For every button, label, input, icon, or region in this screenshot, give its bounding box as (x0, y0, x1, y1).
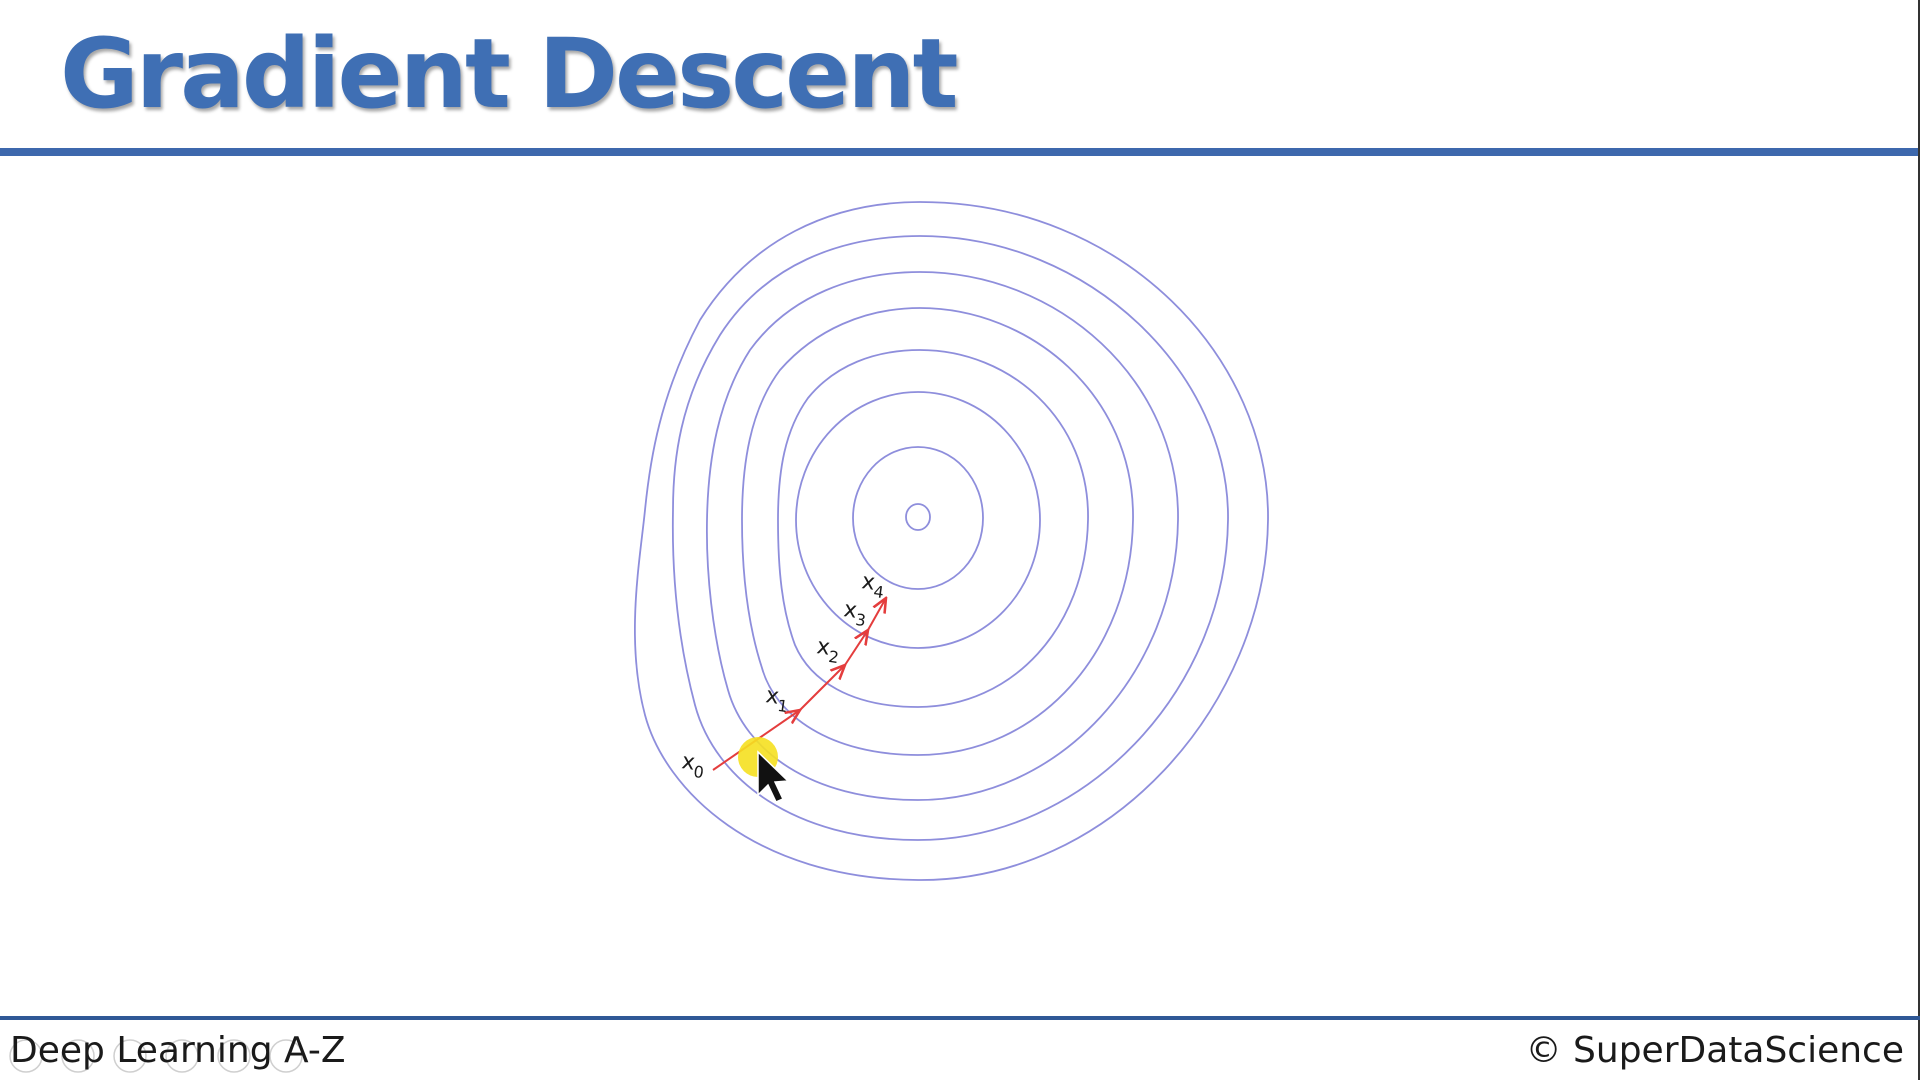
cursor-highlight (738, 737, 790, 803)
label-x2: x2 (814, 634, 841, 667)
step-arrow-3 (844, 630, 868, 666)
contour-ring-4 (741, 307, 1134, 756)
copyright-notice: © SuperDataScience (1525, 1030, 1904, 1071)
slide-border (1918, 0, 1920, 1080)
course-name: Deep Learning A-Z (10, 1030, 346, 1071)
pointer-cursor-icon (757, 750, 790, 803)
step-arrow-4 (867, 598, 886, 631)
slide-title: Gradient Descent (60, 18, 958, 130)
footer-divider (0, 1016, 1920, 1020)
contour-ring-7 (852, 446, 984, 590)
label-x4: x4 (859, 569, 886, 602)
contour-ring-6 (795, 391, 1041, 649)
title-divider (0, 148, 1920, 156)
label-x0: x0 (679, 749, 706, 782)
player-overlay-icons (9, 1039, 303, 1073)
label-x3: x3 (841, 597, 868, 630)
contour-ring-5 (777, 349, 1089, 708)
contour-lines (634, 201, 1269, 881)
contour-ring-2 (671, 235, 1229, 841)
label-x1: x1 (763, 683, 790, 716)
step-arrow-2 (799, 665, 845, 711)
point-labels: x0 x1 x2 x3 x4 (679, 569, 886, 782)
contour-ring-1 (634, 201, 1269, 881)
contour-minimum (905, 503, 931, 531)
